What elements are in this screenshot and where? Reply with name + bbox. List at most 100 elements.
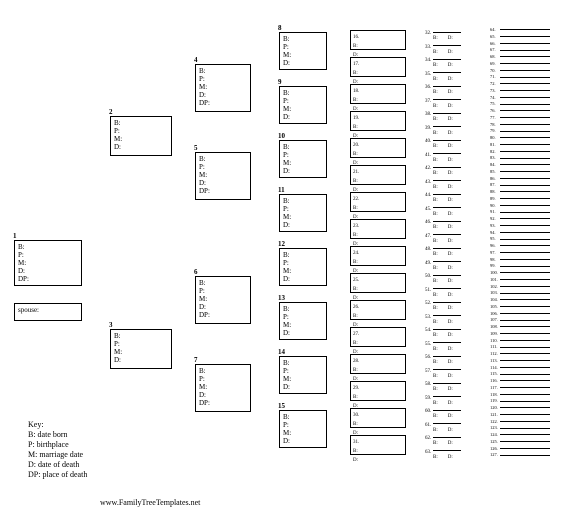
field-label: D: xyxy=(448,333,453,338)
field-label: B: xyxy=(283,251,323,259)
person-18-box: 18.B:D: xyxy=(350,84,406,104)
field-label: D: xyxy=(448,158,453,163)
name-line xyxy=(500,367,550,368)
name-line xyxy=(500,252,550,253)
name-line xyxy=(500,394,550,395)
person-47-entry: 47.B:D: xyxy=(425,231,467,244)
field-label: D: xyxy=(283,59,323,67)
name-line xyxy=(500,272,550,273)
person-23-number: 23. xyxy=(353,224,362,230)
person-67-number: 67. xyxy=(490,47,500,52)
person-80-number: 80. xyxy=(490,135,500,140)
person-62-entry: 62.B:D: xyxy=(425,433,467,446)
field-label: P: xyxy=(283,421,323,429)
name-line xyxy=(500,171,550,172)
person-33-entry: 33.B:D: xyxy=(425,42,467,55)
field-label: B: xyxy=(433,117,438,122)
person-32-entry: 32.B:D: xyxy=(425,28,467,41)
field-label: D: xyxy=(448,104,453,109)
person-12-box: B:P:M:D: xyxy=(279,248,327,286)
person-28-number: 28. xyxy=(353,359,362,365)
field-label: B: xyxy=(433,77,438,82)
name-line xyxy=(500,320,550,321)
person-111-number: 111. xyxy=(490,344,500,349)
name-line xyxy=(433,207,461,208)
person-1-number: 1 xyxy=(13,232,17,240)
field-label: M: xyxy=(283,51,323,59)
field-label: B: xyxy=(353,44,358,50)
field-label: B: xyxy=(353,125,358,131)
field-label: D: xyxy=(448,266,453,271)
person-69-number: 69. xyxy=(490,61,500,66)
person-15-box: B:P:M:D: xyxy=(279,410,327,448)
person-6-box: B:P:M:D:DP: xyxy=(195,276,251,324)
field-label: B: xyxy=(353,449,358,455)
person-122-number: 122. xyxy=(490,419,500,424)
person-103-number: 103. xyxy=(490,290,500,295)
name-line xyxy=(500,198,550,199)
person-28-box: 28.B:D: xyxy=(350,354,406,374)
person-81-number: 81. xyxy=(490,142,500,147)
person-38-entry: 38.B:D: xyxy=(425,109,467,122)
name-line xyxy=(500,259,550,260)
field-label: M: xyxy=(283,213,323,221)
field-label: B: xyxy=(433,63,438,68)
key-line: B: date born xyxy=(28,430,87,440)
field-label: D: xyxy=(448,455,453,460)
person-100-entry: 100. xyxy=(490,270,550,275)
field-label: B: xyxy=(433,212,438,217)
field-label: D: xyxy=(283,275,323,283)
field-label: D: xyxy=(283,221,323,229)
field-label: D: xyxy=(199,391,247,399)
person-117-entry: 117. xyxy=(490,385,550,390)
person-25-number: 25. xyxy=(353,278,362,284)
person-26-box: 26.B:D: xyxy=(350,300,406,320)
person-41-number: 41. xyxy=(425,153,433,158)
person-17-number: 17. xyxy=(353,62,362,68)
person-43-entry: 43.B:D: xyxy=(425,177,467,190)
person-55-number: 55. xyxy=(425,342,433,347)
person-118-entry: 118. xyxy=(490,392,550,397)
person-29-box: 29.B:D: xyxy=(350,381,406,401)
field-label: D: xyxy=(448,279,453,284)
person-59-number: 59. xyxy=(425,396,433,401)
name-line xyxy=(500,104,550,105)
field-label: B: xyxy=(433,104,438,109)
person-24-number: 24. xyxy=(353,251,362,257)
field-label: D: xyxy=(448,144,453,149)
field-label: D: xyxy=(283,329,323,337)
person-49-entry: 49.B:D: xyxy=(425,258,467,271)
person-76-number: 76. xyxy=(490,108,500,113)
person-49-number: 49. xyxy=(425,261,433,266)
name-line xyxy=(500,151,550,152)
name-line xyxy=(500,90,550,91)
name-line xyxy=(433,140,461,141)
field-label: P: xyxy=(199,287,247,295)
field-label: B: xyxy=(353,260,358,266)
field-label: D: xyxy=(448,360,453,365)
person-84-entry: 84. xyxy=(490,162,550,167)
person-125-entry: 125. xyxy=(490,439,550,444)
field-label: B: xyxy=(433,36,438,41)
name-line xyxy=(500,353,550,354)
name-line xyxy=(500,434,550,435)
person-61-entry: 61.B:D: xyxy=(425,420,467,433)
field-label: B: xyxy=(433,455,438,460)
field-label: B: xyxy=(433,198,438,203)
key-line: M: marriage date xyxy=(28,450,87,460)
person-61-number: 61. xyxy=(425,423,433,428)
field-label: B: xyxy=(353,368,358,374)
name-line xyxy=(433,396,461,397)
name-line xyxy=(500,401,550,402)
field-label: B: xyxy=(283,143,323,151)
person-37-entry: 37.B:D: xyxy=(425,96,467,109)
name-line xyxy=(500,306,550,307)
field-label: D: xyxy=(448,212,453,217)
field-label: P: xyxy=(283,367,323,375)
field-label: M: xyxy=(283,429,323,437)
field-label: D: xyxy=(448,90,453,95)
person-75-entry: 75. xyxy=(490,101,550,106)
person-70-number: 70. xyxy=(490,68,500,73)
name-line xyxy=(433,369,461,370)
person-52-entry: 52.B:D: xyxy=(425,298,467,311)
